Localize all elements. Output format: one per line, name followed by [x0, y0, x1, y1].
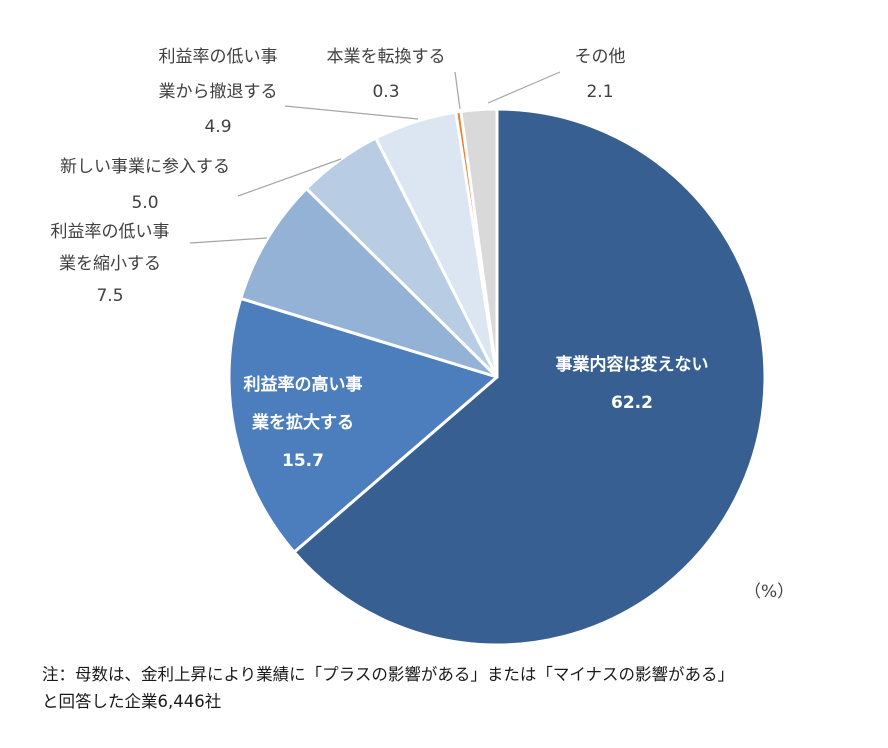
- slice-category-label: 事業内容は変えない: [556, 354, 709, 375]
- footnote-line-1: 注：母数は、金利上昇により業績に「プラスの影響がある」または「マイナスの影響があ…: [42, 665, 735, 684]
- leader-line: [189, 237, 268, 244]
- slice-value-label: 62.2: [611, 393, 653, 413]
- slice-category-label: 新しい事業に参入する: [60, 157, 230, 177]
- pie-slice: [227, 296, 499, 554]
- slice-value-label: 5.0: [131, 193, 158, 213]
- slice-value-label: 7.5: [96, 286, 123, 306]
- unit-label: （%）: [744, 582, 794, 602]
- slice-category-label: 利益率の低い事: [51, 222, 170, 242]
- slice-category-label: 本業を転換する: [327, 47, 446, 67]
- slice-category-label: その他: [575, 47, 626, 67]
- footnote: 注：母数は、金利上昇により業績に「プラスの影響がある」または「マイナスの影響があ…: [42, 661, 882, 715]
- slice-category-label: 業を縮小する: [59, 254, 161, 274]
- slice-value-label: 2.1: [586, 82, 613, 102]
- leader-line: [237, 158, 342, 197]
- slice-value-label: 15.7: [282, 451, 324, 471]
- slice-category-label: 利益率の低い事: [159, 47, 278, 67]
- slice-category-label: 業を拡大する: [252, 412, 354, 433]
- pie-slice: [239, 187, 499, 379]
- slice-value-label: 0.3: [372, 82, 399, 102]
- leader-lines: [189, 71, 561, 244]
- pie-slices: [227, 107, 767, 647]
- footnote-line-2: と回答した企業6,446社: [42, 692, 222, 711]
- leader-line: [284, 105, 419, 120]
- pie-slice: [459, 107, 499, 379]
- slice-value-label: 4.9: [204, 117, 231, 137]
- slice-category-label: 業から撤退する: [159, 82, 278, 102]
- leader-line: [487, 71, 561, 104]
- leader-line: [454, 71, 461, 110]
- slice-category-label: 利益率の高い事: [244, 374, 363, 395]
- pie-slice: [292, 107, 767, 647]
- slice-labels: 事業内容は変えない62.2利益率の高い事業を拡大する15.7利益率の低い事業を縮…: [51, 47, 709, 471]
